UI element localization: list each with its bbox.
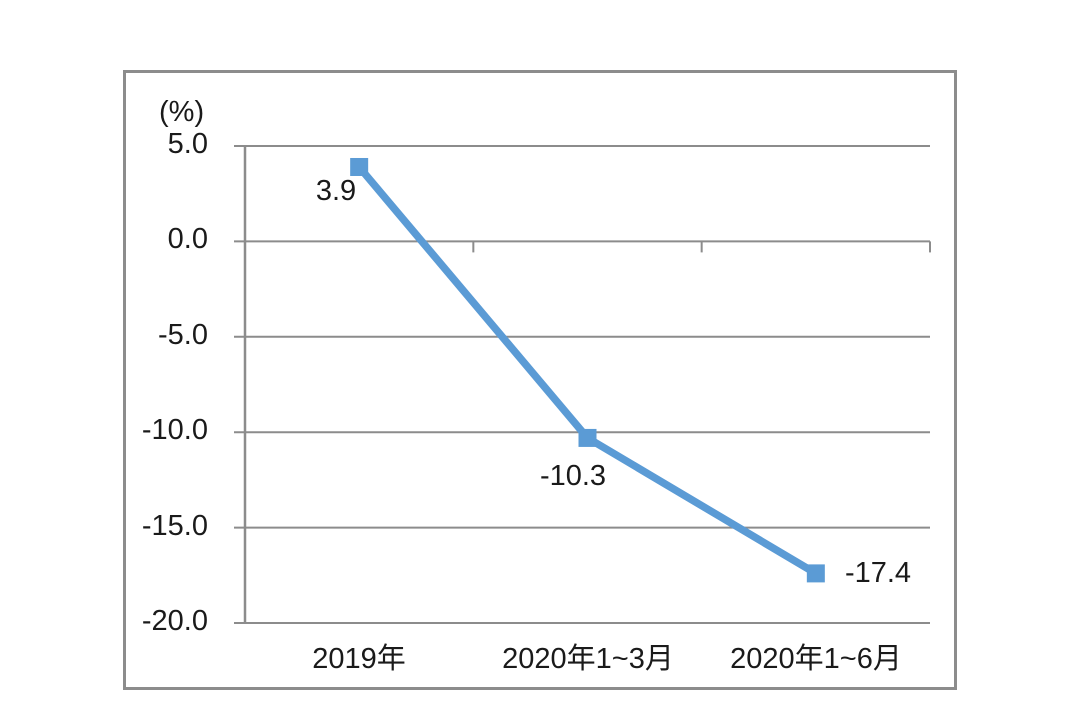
y-tick-label: -15.0 (141, 510, 208, 542)
x-category-label: 2020年1~3月 (502, 643, 674, 675)
data-point-marker (578, 428, 597, 447)
y-tick-label: 5.0 (167, 128, 208, 160)
chart-frame: (%) 5.0 0.0 -5.0 -10.0 -15.0 -20.0 2019年… (123, 70, 957, 690)
data-point-label: -17.4 (844, 557, 912, 589)
y-tick-label: -10.0 (141, 414, 208, 446)
y-tick-label: -5.0 (158, 319, 208, 351)
data-point-label: -10.3 (539, 460, 607, 492)
x-category-label: 2019年 (312, 643, 406, 675)
x-category-label: 2020年1~6月 (730, 643, 902, 675)
y-tick-label: -20.0 (141, 605, 208, 637)
y-tick-label: 0.0 (167, 223, 208, 255)
data-point-label: 3.9 (315, 175, 357, 207)
y-axis-unit-label: (%) (159, 96, 205, 128)
data-line (355, 163, 820, 578)
data-point-marker (350, 157, 369, 176)
data-point-marker (806, 564, 825, 583)
line-chart-plot (234, 145, 931, 624)
